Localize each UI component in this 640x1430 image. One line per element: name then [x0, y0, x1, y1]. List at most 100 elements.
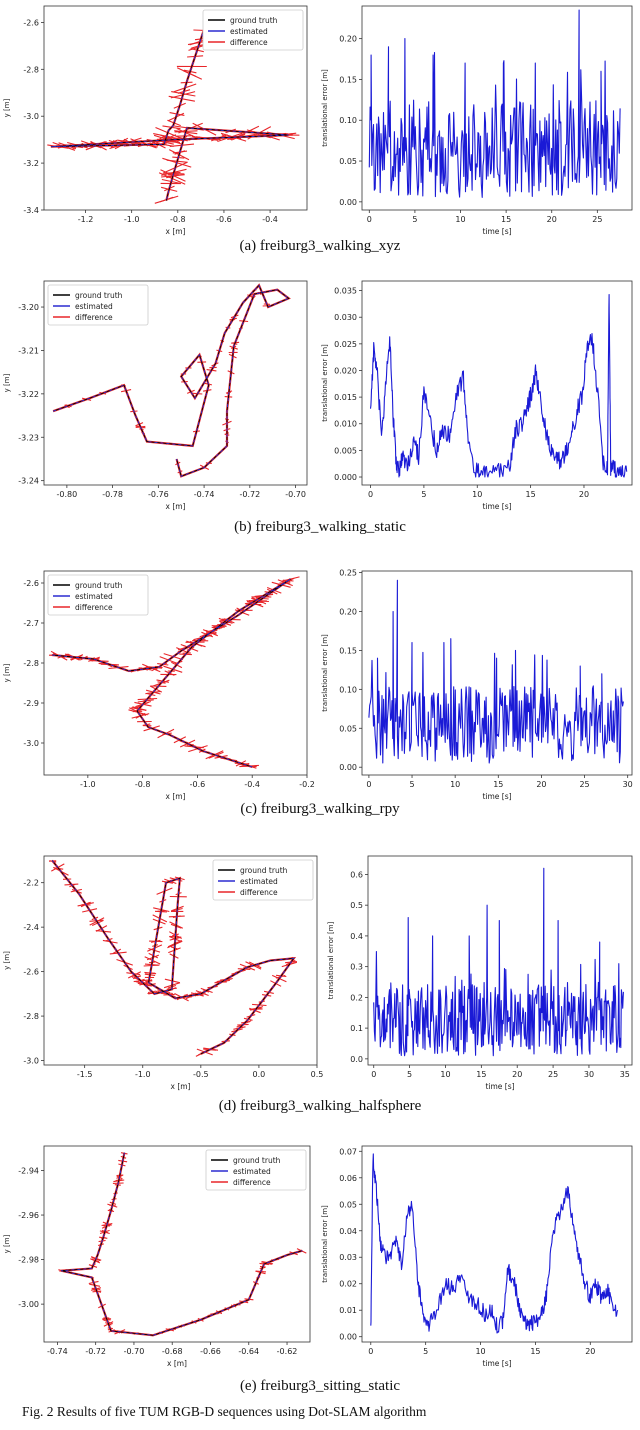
legend-box	[202, 9, 304, 51]
figure-caption: Fig. 2 Results of five TUM RGB-D sequenc…	[22, 1404, 427, 1419]
x-tick-label: 0	[366, 780, 371, 789]
x-tick-label: -0.74	[194, 490, 215, 499]
legend: ground truth estimated difference	[202, 9, 304, 51]
y-tick-label: 0.00	[339, 763, 357, 772]
x-tick-label: 0	[367, 215, 372, 224]
plot-area	[373, 867, 624, 1057]
y-tick-label: -3.0	[23, 112, 39, 121]
y-tick-label: 0.15	[339, 646, 357, 655]
x-tick-label: -0.8	[170, 215, 186, 224]
x-axis-label: time [s]	[482, 1359, 511, 1368]
x-tick-label: -0.72	[85, 1347, 106, 1356]
x-axis-label: x [m]	[166, 227, 186, 236]
plot-frame	[361, 280, 633, 486]
x-tick-label: -1.2	[78, 215, 94, 224]
y-tick-label: -2.8	[23, 659, 39, 668]
legend-label: difference	[240, 888, 278, 897]
caption-a: (a) freiburg3_walking_xyz	[239, 238, 401, 254]
chart-a-error: 0 5 10 15 20 25 0.00 0.05 0.10 0.15 0.20 time [s] tr…	[321, 5, 633, 236]
y-tick-label: 0.10	[339, 116, 357, 125]
plot-area	[370, 1153, 619, 1334]
legend-label: estimated	[240, 877, 278, 886]
y-tick-label: 0.000	[334, 473, 357, 482]
plot-area	[48, 859, 298, 1057]
x-tick-label: 35	[620, 1070, 630, 1079]
x-tick-label: 15	[476, 1070, 486, 1079]
y-tick-label: 0.04	[339, 1227, 357, 1236]
y-tick-label: -3.4	[23, 206, 39, 215]
x-tick-label: 10	[440, 1070, 450, 1079]
y-tick-label: 0.00	[339, 1333, 357, 1342]
x-tick-label: -0.8	[135, 780, 151, 789]
x-tick-label: 5	[409, 780, 414, 789]
x-axis-label: x [m]	[167, 1359, 187, 1368]
legend-label: ground truth	[233, 1156, 281, 1165]
y-axis-label: translational error [m]	[321, 69, 329, 147]
x-tick-label: 15	[493, 780, 503, 789]
legend-box	[212, 859, 314, 901]
chart-d-trajectory: -1.5 -1.0 -0.5 0.0 0.5 -3.0 -2.8 -2.6 -2.4 -2.2 x …	[3, 855, 324, 1091]
x-tick-label: 25	[592, 215, 602, 224]
series-error-line	[373, 867, 624, 1057]
y-tick-label: -2.7	[23, 619, 39, 628]
caption-b: (b) freiburg3_walking_static	[234, 519, 406, 535]
y-tick-label: 0.02	[339, 1280, 357, 1289]
plot-area	[368, 9, 621, 198]
x-tick-label: 15	[530, 1347, 540, 1356]
y-tick-label: -2.9	[23, 699, 39, 708]
series-estimated-line	[61, 1152, 303, 1336]
x-tick-label: 15	[526, 490, 536, 499]
x-tick-label: 5	[412, 215, 417, 224]
series-ground-truth-line	[50, 10, 289, 201]
x-axis-label: time [s]	[485, 1082, 514, 1091]
y-tick-label: -2.6	[23, 968, 39, 977]
legend-label: difference	[230, 38, 268, 47]
y-tick-label: -2.8	[23, 65, 39, 74]
x-tick-label: -0.70	[124, 1347, 145, 1356]
legend: ground truth estimated difference	[212, 859, 314, 901]
y-tick-label: -3.23	[18, 433, 39, 442]
plot-area	[58, 1152, 307, 1337]
x-tick-label: -0.64	[238, 1347, 259, 1356]
plot-area	[52, 283, 291, 478]
legend: ground truth estimated difference	[205, 1149, 307, 1191]
x-axis-label: x [m]	[166, 792, 186, 801]
plot-frame	[361, 5, 633, 211]
y-tick-label: 0.10	[339, 685, 357, 694]
chart-d-error: 0 5 10 15 20 25 30 35 0.0 0.1 0.2 0.3 0.4 0.5 0.6 time …	[327, 855, 633, 1091]
chart-c-error: 0 5 10 15 20 25 30 0.00 0.05 0.10 0.15 0.20 0.25 time…	[321, 569, 633, 801]
legend-box	[205, 1149, 307, 1191]
x-axis-label: x [m]	[166, 502, 186, 511]
legend: ground truth estimated difference	[47, 284, 149, 326]
x-tick-label: 20	[512, 1070, 522, 1079]
x-tick-label: -0.62	[277, 1347, 298, 1356]
x-axis-label: time [s]	[482, 227, 511, 236]
x-tick-label: 0	[371, 1070, 376, 1079]
y-tick-label: -3.21	[18, 346, 39, 355]
y-tick-label: 0.05	[339, 724, 357, 733]
y-tick-label: 0.6	[350, 870, 363, 879]
x-tick-label: 5	[421, 490, 426, 499]
y-axis-label: translational error [m]	[327, 921, 335, 999]
caption-e: (e) freiburg3_sitting_static	[239, 1378, 401, 1394]
x-tick-label: -0.6	[216, 215, 232, 224]
y-axis-label: translational error [m]	[321, 344, 329, 422]
x-tick-label: -1.0	[80, 780, 96, 789]
series-estimated-line	[52, 284, 290, 477]
y-tick-label: -3.0	[23, 739, 39, 748]
x-tick-label: 0.5	[311, 1070, 324, 1079]
x-tick-label: 0	[368, 490, 373, 499]
series-error-line	[369, 294, 628, 478]
series-error-line	[370, 1153, 619, 1334]
x-tick-label: 10	[472, 490, 482, 499]
y-axis-label: y [m]	[3, 951, 11, 970]
x-tick-label: -0.6	[190, 780, 206, 789]
y-tick-label: 0.2	[350, 993, 363, 1002]
y-tick-label: 0.01	[339, 1306, 357, 1315]
y-axis-label: translational error [m]	[321, 1205, 329, 1283]
y-tick-label: 0.015	[334, 393, 357, 402]
x-tick-label: 20	[547, 215, 557, 224]
chart-a-trajectory: -1.2 -1.0 -0.8 -0.6 -0.4 -3.4 -3.2 -3.0 -2.8 -2.6…	[3, 5, 308, 236]
y-tick-label: 0.1	[350, 1024, 363, 1033]
plot-area	[368, 579, 624, 764]
